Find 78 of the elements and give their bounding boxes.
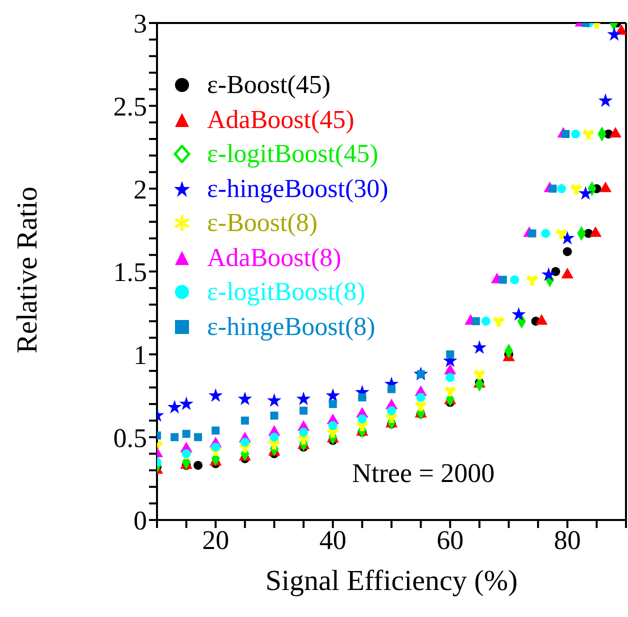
y-tick-label: 2: [134, 174, 147, 204]
legend-label: AdaBoost(45): [207, 104, 354, 135]
point: [356, 420, 368, 432]
point: [562, 130, 570, 138]
point: [326, 388, 340, 402]
point: [270, 432, 279, 442]
point: [326, 428, 339, 438]
point: [557, 184, 566, 194]
point: [541, 228, 550, 238]
point: [607, 27, 622, 41]
point: [388, 385, 396, 394]
point: [548, 184, 557, 193]
point: [472, 317, 480, 326]
y-tick-label: 3: [134, 8, 147, 39]
point: [582, 129, 594, 140]
point: [512, 307, 526, 321]
point: [570, 184, 582, 194]
x-tick-label: 60: [436, 525, 464, 556]
point: [598, 93, 613, 107]
legend-label: ε-hingeBoost(8): [207, 312, 376, 342]
point: [208, 388, 223, 402]
point: [446, 350, 454, 358]
y-axis-title: Relative Ratio: [12, 186, 44, 354]
point: [170, 433, 179, 442]
point: [358, 393, 366, 402]
legend-label: AdaBoost(8): [207, 242, 342, 273]
point: [492, 316, 505, 327]
point: [296, 392, 311, 406]
point: [267, 393, 282, 407]
point: [194, 433, 202, 442]
point: [498, 276, 507, 284]
point: [240, 438, 250, 447]
point: [194, 460, 203, 470]
legend-label: ε-logitBoost(45): [207, 139, 378, 170]
point: [526, 275, 538, 286]
legend-label: ε-logitBoost(8): [207, 277, 366, 308]
point: [238, 392, 252, 406]
point: [182, 430, 190, 438]
y-tick-label: 2.5: [113, 91, 147, 122]
point: [167, 400, 182, 414]
point: [416, 392, 426, 402]
point: [179, 396, 194, 410]
point: [240, 416, 249, 425]
point: [270, 412, 278, 420]
point: [562, 247, 572, 256]
point: [551, 266, 560, 276]
point: [444, 386, 456, 396]
point: [571, 129, 580, 138]
point: [556, 228, 568, 239]
point: [528, 229, 536, 238]
annotation: Ntree = 2000: [352, 458, 495, 489]
y-tick-label: 0: [134, 506, 147, 536]
point: [481, 316, 490, 326]
x-tick-label: 40: [319, 525, 346, 556]
point: [414, 401, 427, 412]
y-tick-label: 1: [134, 340, 147, 370]
point: [386, 406, 396, 416]
y-tick-label: 0.5: [113, 422, 147, 453]
point: [472, 340, 487, 354]
point: [328, 421, 338, 430]
x-tick-label: 20: [202, 525, 230, 556]
point: [358, 414, 367, 424]
point: [474, 370, 486, 380]
x-axis-title: Signal Efficiency (%): [265, 565, 518, 597]
legend-label: ε-Boost(8): [207, 208, 318, 238]
y-tick-label: 1.5: [113, 257, 147, 288]
point: [212, 426, 220, 435]
point: [541, 267, 556, 281]
x-tick-label: 80: [554, 525, 581, 556]
legend-label: ε-Boost(45): [207, 70, 331, 100]
legend-label: ε-hingeBoost(30): [207, 174, 388, 204]
point: [446, 373, 455, 382]
point: [328, 400, 337, 408]
point: [510, 275, 520, 284]
point: [211, 442, 220, 452]
point: [299, 428, 308, 437]
point: [300, 406, 308, 415]
point: [578, 186, 593, 200]
